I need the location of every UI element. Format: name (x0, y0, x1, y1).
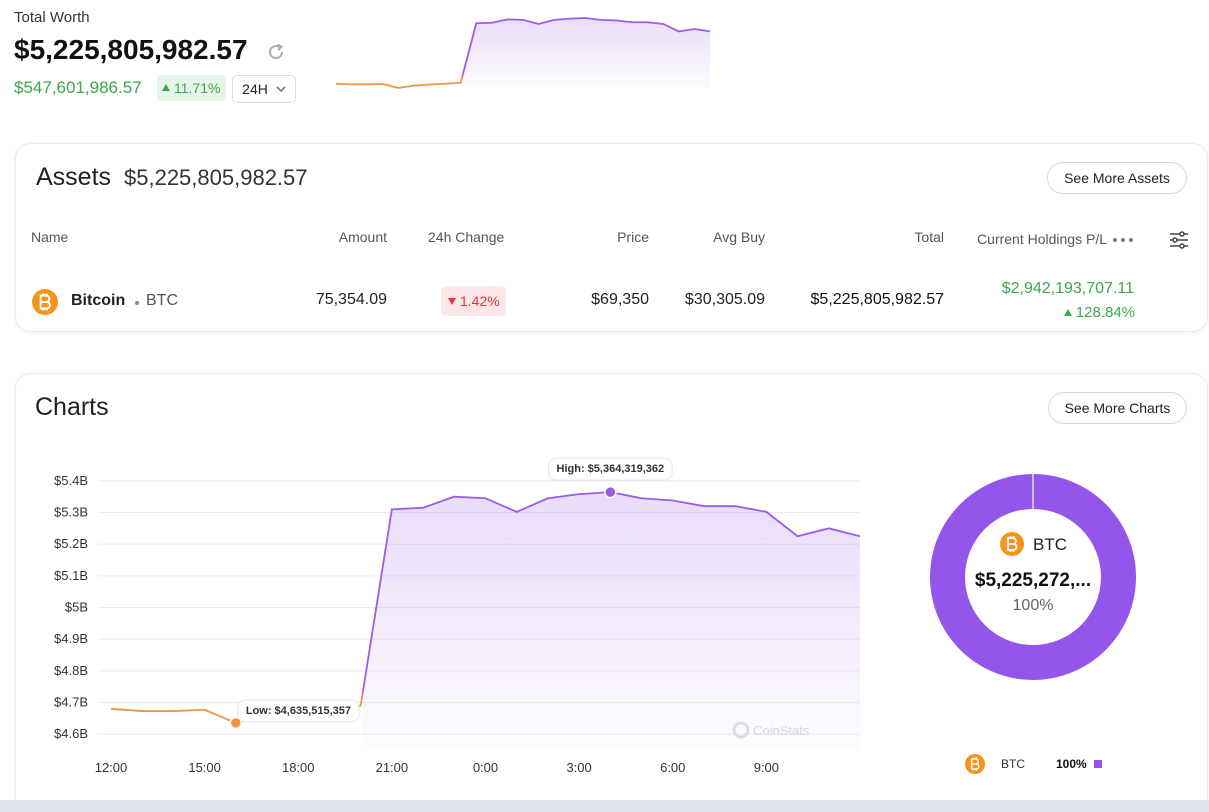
settings-icon[interactable] (1168, 229, 1190, 251)
column-header: Price (617, 229, 649, 245)
watermark-icon (732, 721, 750, 739)
annotation-label: Low: $4,635,515,357 (246, 705, 351, 717)
asset-name[interactable]: Bitcoin (71, 292, 126, 309)
taskbar (0, 800, 1209, 812)
up-arrow (162, 84, 170, 91)
change-badge: 11.71% (157, 75, 227, 101)
y-tick-label: $4.6B (54, 726, 88, 741)
y-tick-label: $5.4B (54, 473, 88, 488)
total-worth: $5,225,805,982.57 (14, 34, 248, 65)
bitcoin-icon (32, 289, 58, 315)
y-tick-label: $4.7B (54, 695, 88, 710)
asset-pl-pct-wrap: 128.84% (1063, 304, 1135, 321)
x-tick-label: 6:00 (660, 760, 685, 775)
x-tick-label: 18:00 (282, 760, 315, 775)
x-tick-label: 21:00 (376, 760, 409, 775)
annotation: Low: $4,635,515,357 (237, 699, 360, 723)
change-value: $547,601,986.57 (14, 78, 142, 97)
asset-pl-pct: 128.84% (1075, 304, 1135, 321)
y-tick-label: $5B (65, 600, 88, 615)
see-more-assets[interactable]: See More Assets (1047, 162, 1187, 194)
asset-pl: $2,942,193,707.11 (1001, 280, 1134, 297)
asset-total: $5,225,805,982.57 (810, 291, 944, 308)
sparkline-line (335, 17, 711, 89)
donut-slice (930, 474, 1136, 680)
asset-amount: 75,354.09 (315, 291, 387, 308)
period-label: 24H (242, 81, 268, 97)
x-tick-label: 9:00 (754, 760, 779, 775)
y-tick-label: $5.3B (54, 505, 88, 520)
x-tick-label: 0:00 (473, 760, 498, 775)
legend-label: BTC (1001, 757, 1025, 771)
x-tick-label: 15:00 (188, 760, 221, 775)
column-header: Amount (338, 229, 387, 245)
asset-price: $69,350 (591, 291, 649, 308)
down-arrow (448, 298, 456, 305)
chevron (276, 86, 286, 93)
sparkline-area (462, 18, 710, 88)
column-header: Total (914, 229, 944, 245)
asset-avg-buy: $30,305.09 (684, 291, 765, 308)
column-header: Name (31, 229, 69, 245)
assets-title: Assets (36, 163, 112, 191)
y-tick-label: $5.1B (54, 568, 88, 583)
annotation-box (237, 699, 360, 723)
y-tick-label: $4.8B (54, 663, 88, 678)
charts-title: Charts (35, 393, 109, 421)
bitcoin-glyph (39, 293, 51, 311)
refresh-icon[interactable] (265, 41, 287, 63)
price-area (362, 492, 860, 750)
up-arrow (1063, 308, 1072, 316)
y-tick-label: $4.9B (54, 631, 88, 646)
legend-swatch (1094, 760, 1102, 768)
see-more-charts[interactable]: See More Charts (1048, 392, 1187, 424)
column-header[interactable]: Current Holdings P/L (977, 231, 1107, 247)
asset-change: 1.42% (460, 293, 500, 309)
annotation-label: High: $5,364,319,362 (557, 463, 665, 475)
change-pct: 11.71% (174, 80, 221, 96)
bitcoin-glyph (970, 757, 980, 771)
x-tick-label: 3:00 (566, 760, 591, 775)
more-dots[interactable] (1111, 236, 1135, 244)
donut-pct: 100% (1013, 597, 1054, 614)
period-dropdown[interactable]: 24H (232, 75, 296, 103)
change-badge: 1.42% (441, 286, 506, 316)
annotation-box (548, 457, 673, 481)
bullet (135, 301, 139, 305)
annotation-dot (604, 485, 617, 499)
y-tick-label: $5.2B (54, 536, 88, 551)
asset-symbol: BTC (146, 292, 178, 309)
annotation-dot (229, 716, 243, 730)
header-title: Total Worth (14, 9, 90, 26)
watermark: CoinStats (753, 723, 810, 738)
donut-value: $5,225,272,... (975, 570, 1091, 591)
annotation: High: $5,364,319,362 (548, 457, 673, 481)
x-tick-label: 12:00 (95, 760, 128, 775)
assets-total: $5,225,805,982.57 (124, 165, 308, 190)
assets-card (15, 143, 1208, 332)
bitcoin-glyph (1007, 536, 1018, 552)
legend-value: 100% (1056, 757, 1087, 771)
column-header: 24h Change (428, 229, 505, 245)
donut-label: BTC (1033, 535, 1067, 554)
column-header: Avg Buy (713, 229, 765, 245)
